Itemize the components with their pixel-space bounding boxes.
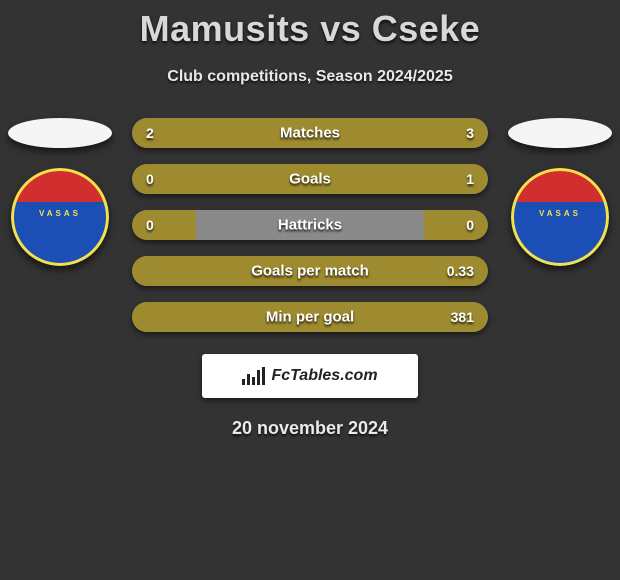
team-crest-left: VASAS [11, 168, 109, 266]
stat-label: Matches [280, 125, 340, 142]
stat-label: Goals [289, 171, 331, 188]
stat-label: Goals per match [251, 263, 369, 280]
stat-bar: 0 0 Hattricks [132, 210, 488, 240]
bar-chart-icon [242, 367, 265, 385]
main-row: VASAS 2 3 Matches 0 1 Goals 0 0 Hattricks 0.33 Goa… [0, 118, 620, 332]
date-text: 20 november 2024 [0, 418, 620, 439]
stat-value-right: 0.33 [447, 263, 474, 279]
stat-fill-left [132, 210, 196, 240]
crest-text-left: VASAS [39, 209, 81, 218]
stat-bar: 0.33 Goals per match [132, 256, 488, 286]
brand-text: FcTables.com [271, 367, 377, 385]
stat-fill-left [132, 164, 196, 194]
stat-fill-right [196, 164, 488, 194]
stat-bar: 0 1 Goals [132, 164, 488, 194]
crest-text-right: VASAS [539, 209, 581, 218]
stat-fill-right [424, 210, 488, 240]
subtitle: Club competitions, Season 2024/2025 [0, 68, 620, 86]
player-left-col: VASAS [4, 118, 116, 266]
avatar-placeholder-right [508, 118, 612, 148]
player-right-col: VASAS [504, 118, 616, 266]
stat-value-right: 3 [466, 125, 474, 141]
avatar-placeholder-left [8, 118, 112, 148]
brand-box[interactable]: FcTables.com [202, 354, 418, 398]
stat-value-right: 0 [466, 217, 474, 233]
stat-value-left: 0 [146, 171, 154, 187]
team-crest-right: VASAS [511, 168, 609, 266]
stat-value-left: 2 [146, 125, 154, 141]
stat-value-right: 1 [466, 171, 474, 187]
stat-label: Min per goal [266, 309, 354, 326]
stat-value-left: 0 [146, 217, 154, 233]
stat-bar: 381 Min per goal [132, 302, 488, 332]
comparison-card: Mamusits vs Cseke Club competitions, Sea… [0, 0, 620, 439]
stat-value-right: 381 [451, 309, 474, 325]
page-title: Mamusits vs Cseke [0, 8, 620, 50]
stats-column: 2 3 Matches 0 1 Goals 0 0 Hattricks 0.33 Goals per… [116, 118, 504, 332]
stat-bar: 2 3 Matches [132, 118, 488, 148]
stat-label: Hattricks [278, 217, 342, 234]
